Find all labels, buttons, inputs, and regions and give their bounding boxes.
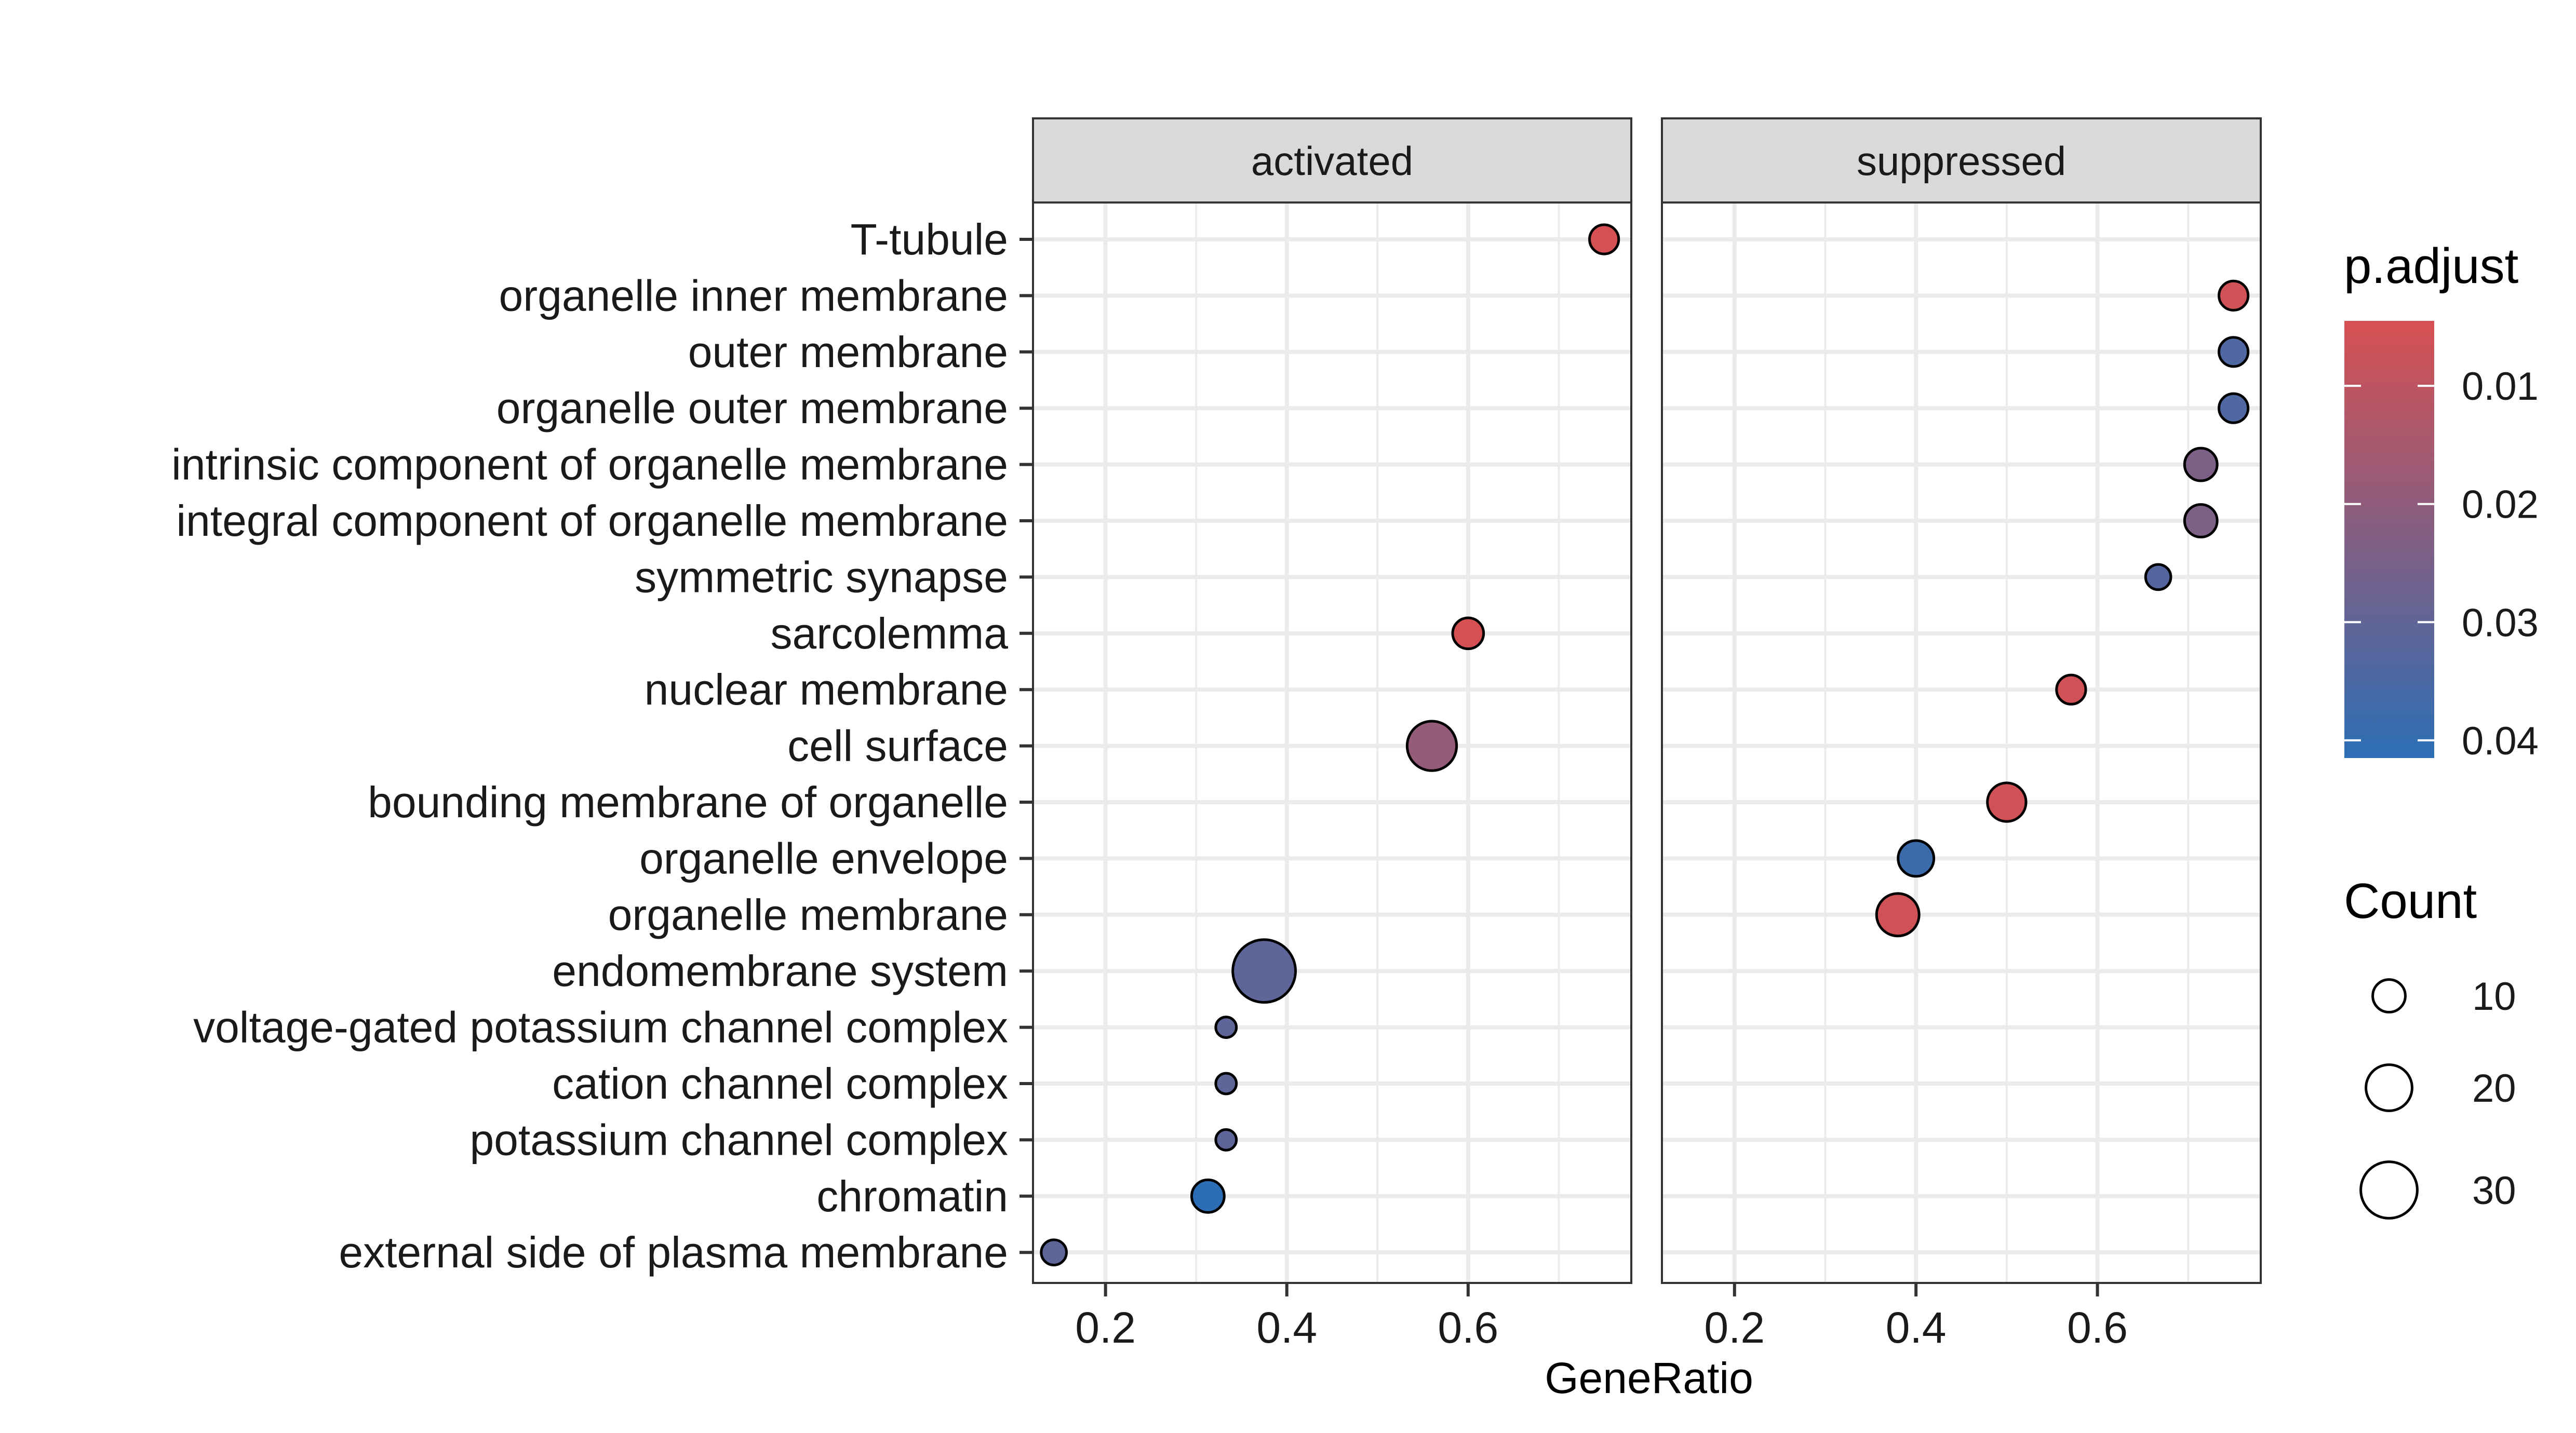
point-suppressed-4 bbox=[2183, 447, 2219, 482]
point-suppressed-8 bbox=[2055, 673, 2087, 706]
y-tick-label: voltage-gated potassium channel complex bbox=[193, 1003, 1008, 1052]
size-legend-label: 30 bbox=[2472, 1169, 2516, 1213]
x-tick-label: 0.4 bbox=[1886, 1303, 1947, 1352]
color-legend-label: 0.01 bbox=[2462, 364, 2539, 409]
y-tick-label: endomembrane system bbox=[552, 947, 1008, 995]
y-tick-label: nuclear membrane bbox=[645, 665, 1008, 714]
y-tick-label: organelle inner membrane bbox=[499, 271, 1008, 320]
x-tick-label: 0.6 bbox=[1438, 1303, 1498, 1352]
facet-strip-label: suppressed bbox=[1857, 138, 2066, 184]
x-tick-label: 0.6 bbox=[2067, 1303, 2128, 1352]
y-tick-label: external side of plasma membrane bbox=[339, 1228, 1008, 1277]
x-axis: 0.2 0.4 0.6 0.2 0.4 0.6 bbox=[1075, 1283, 2128, 1352]
size-legend-label: 20 bbox=[2472, 1066, 2516, 1111]
point-activated-16 bbox=[1214, 1128, 1238, 1152]
facet-strip bbox=[1032, 117, 1632, 204]
point-suppressed-2 bbox=[2217, 336, 2250, 368]
y-tick-label: cation channel complex bbox=[552, 1059, 1008, 1108]
y-tick-label: intrinsic component of organelle membran… bbox=[171, 440, 1008, 489]
point-suppressed-1 bbox=[2217, 279, 2250, 312]
point-suppressed-11 bbox=[1897, 839, 1936, 878]
y-tick-label: chromatin bbox=[816, 1172, 1008, 1221]
size-legend-key bbox=[2371, 978, 2407, 1013]
y-tick-label: integral component of organelle membrane bbox=[176, 496, 1008, 545]
size-legend-title: Count bbox=[2344, 873, 2477, 929]
x-tick-label: 0.2 bbox=[1075, 1303, 1136, 1352]
point-activated-18 bbox=[1040, 1238, 1068, 1267]
y-tick-label: cell surface bbox=[787, 722, 1008, 770]
point-suppressed-10 bbox=[1986, 781, 2028, 823]
facet-strip bbox=[1661, 117, 2262, 204]
point-suppressed-12 bbox=[1875, 892, 1921, 938]
y-tick-label: organelle membrane bbox=[608, 890, 1008, 939]
size-legend-key bbox=[2365, 1063, 2413, 1112]
color-legend-title: p.adjust bbox=[2344, 238, 2518, 294]
point-activated-7 bbox=[1451, 616, 1485, 651]
x-tick-label: 0.4 bbox=[1256, 1303, 1317, 1352]
color-bar bbox=[2344, 321, 2434, 758]
point-activated-9 bbox=[1405, 720, 1458, 772]
color-legend-label: 0.03 bbox=[2462, 601, 2539, 645]
y-tick-label: potassium channel complex bbox=[469, 1115, 1008, 1164]
panel-background bbox=[1033, 202, 1631, 1283]
y-tick-label: symmetric synapse bbox=[635, 552, 1008, 601]
x-axis-title: GeneRatio bbox=[1545, 1354, 1753, 1402]
facet-strip-label: activated bbox=[1251, 138, 1413, 184]
point-suppressed-3 bbox=[2217, 392, 2250, 424]
facet-panel-suppressed: suppressed bbox=[1661, 117, 2262, 1284]
color-legend-label: 0.04 bbox=[2462, 719, 2539, 763]
y-tick-label: T-tubule bbox=[850, 215, 1008, 264]
x-tick-label: 0.2 bbox=[1704, 1303, 1765, 1352]
point-suppressed-5 bbox=[2183, 503, 2219, 538]
y-tick-label: bounding membrane of organelle bbox=[368, 778, 1008, 827]
panels-layer: activated suppressed bbox=[1032, 117, 2262, 1284]
y-tick-label: sarcolemma bbox=[771, 609, 1009, 658]
legend: p.adjust 0.01 0.02 0.03 0.04 Count 10 20 30 bbox=[2344, 238, 2539, 1220]
point-activated-0 bbox=[1588, 223, 1620, 255]
color-legend-label: 0.02 bbox=[2462, 483, 2539, 527]
size-legend-label: 10 bbox=[2472, 975, 2516, 1019]
y-tick-label: outer membrane bbox=[688, 328, 1008, 376]
size-legend-key bbox=[2359, 1160, 2419, 1220]
point-suppressed-6 bbox=[2144, 563, 2172, 591]
facet-panel-activated: activated bbox=[1032, 117, 1632, 1284]
y-tick-label: organelle envelope bbox=[639, 834, 1008, 883]
point-activated-15 bbox=[1214, 1072, 1238, 1096]
y-tick-label: organelle outer membrane bbox=[497, 384, 1008, 432]
point-activated-13 bbox=[1231, 938, 1297, 1004]
point-activated-14 bbox=[1214, 1016, 1238, 1039]
panel-background bbox=[1662, 202, 2261, 1283]
y-axis: T-tubule organelle inner membrane outer me… bbox=[171, 215, 1033, 1277]
point-activated-17 bbox=[1190, 1178, 1226, 1214]
